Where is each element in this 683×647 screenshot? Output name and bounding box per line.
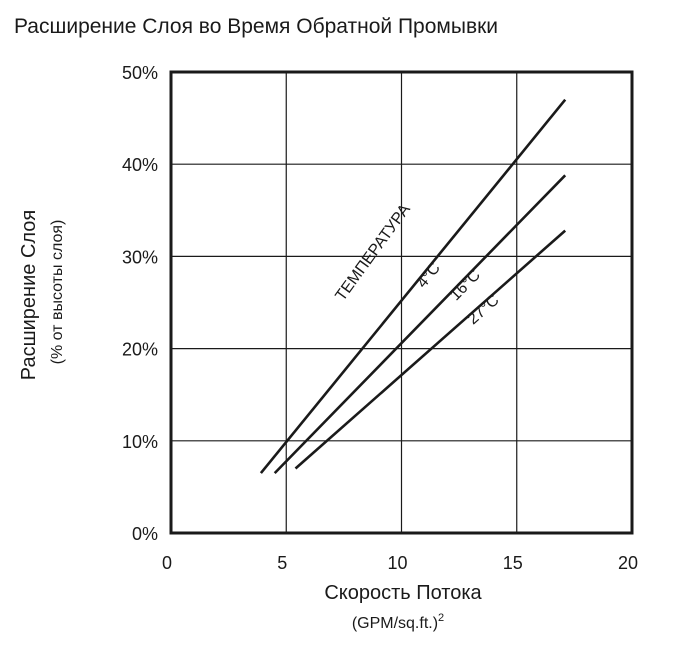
grid <box>171 72 632 533</box>
x-tick-label-3: 15 <box>503 553 523 573</box>
series-label-2: 27°C <box>464 292 502 328</box>
y-tick-label-4: 40% <box>122 155 158 175</box>
x-axis-units-text: (GPM/sq.ft.) <box>352 615 438 632</box>
tick-labels: 0 5 10 15 20 0% 10% 20% 30% 40% 50% <box>122 63 638 573</box>
y-tick-label-5: 50% <box>122 63 158 83</box>
y-axis-label: Расширение Слоя <box>18 210 40 380</box>
x-tick-label-4: 20 <box>618 553 638 573</box>
y-tick-label-1: 10% <box>122 432 158 452</box>
y-tick-label-3: 30% <box>122 247 158 267</box>
chart-title: Расширение Слоя во Время Обратной Промыв… <box>14 15 498 38</box>
x-axis-label: Скорость Потока <box>324 582 482 604</box>
plot-frame <box>169 70 634 535</box>
y-axis-units: (% от высоты слоя) <box>49 220 66 365</box>
x-axis-units: (GPM/sq.ft.)2 <box>352 612 444 632</box>
x-tick-label-2: 10 <box>387 553 407 573</box>
x-tick-label-0: 0 <box>162 553 172 573</box>
series-label-0: 4°C <box>414 260 444 292</box>
y-tick-label-0: 0% <box>132 524 158 544</box>
series-line-1 <box>273 174 567 475</box>
series-lines <box>259 98 567 475</box>
series-label-1: 16°C <box>447 267 484 304</box>
y-tick-label-2: 20% <box>122 340 158 360</box>
x-tick-label-1: 5 <box>277 553 287 573</box>
series-line-0 <box>259 98 567 474</box>
series-line-2 <box>294 229 567 470</box>
x-axis-units-superscript: 2 <box>438 612 444 624</box>
